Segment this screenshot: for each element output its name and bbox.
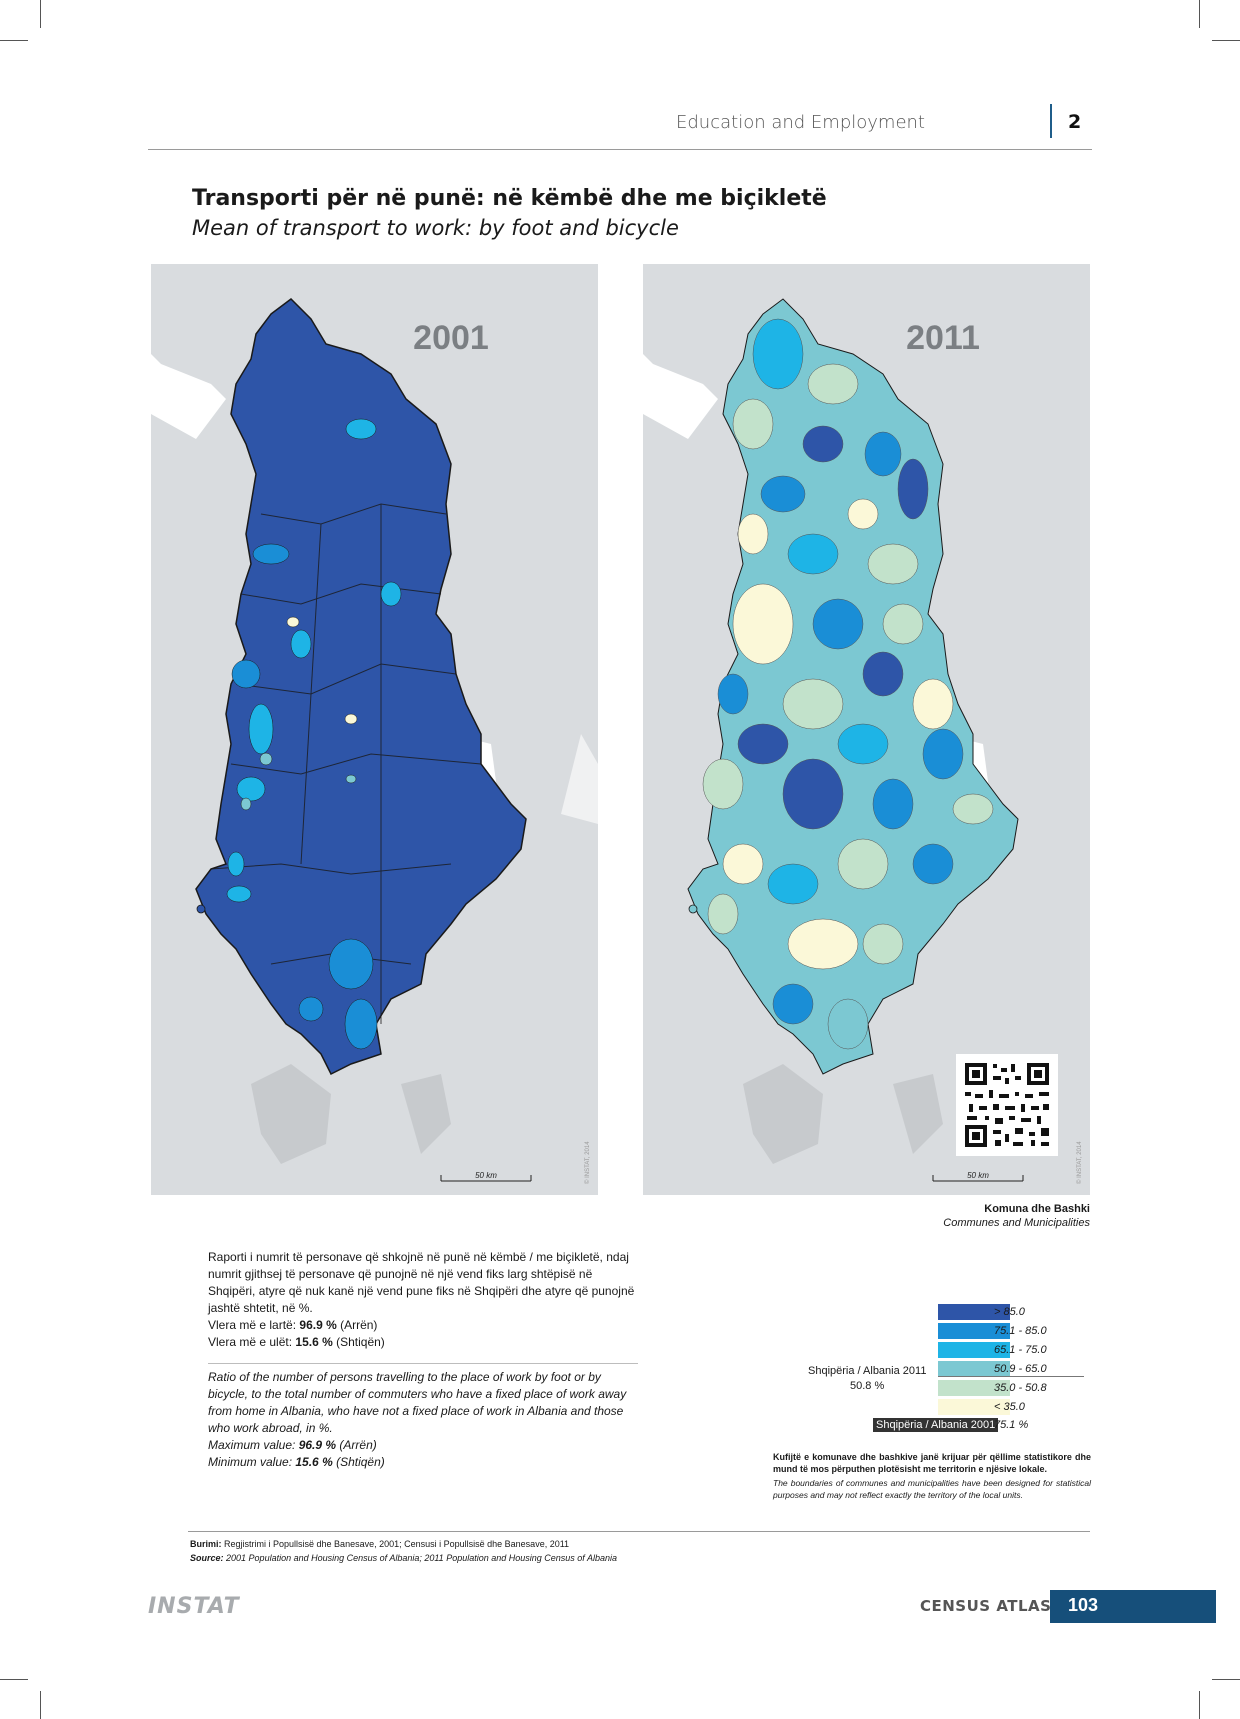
- scale-label-2001: 50 km: [475, 1171, 497, 1180]
- page-number-box: 103: [1050, 1590, 1216, 1623]
- scale-bar: [440, 1175, 532, 1182]
- legend-swatch-0: [938, 1304, 1010, 1320]
- crop-mark: [1212, 1679, 1240, 1680]
- scale-bar: [932, 1175, 1024, 1182]
- legend-label-0: > 85.0: [994, 1306, 1025, 1318]
- admin-caption-english: Communes and Municipalities: [943, 1217, 1090, 1229]
- min-value-english: Minimum value: 15.6 % (Shtiqën): [208, 1455, 385, 1469]
- copyright-2001: © INSTAT, 2014: [584, 1141, 591, 1184]
- footer-title: CENSUS ATLAS: [920, 1597, 1052, 1615]
- description-albanian-text: Raporti i numrit të personave që shkojnë…: [208, 1250, 635, 1315]
- albania-2011-marker: [938, 1376, 1084, 1377]
- albania-2001-label: Shqipëria / Albania 2001: [873, 1418, 999, 1432]
- copyright-2011: © INSTAT, 2014: [1076, 1141, 1083, 1184]
- legend-label-1: 75.1 - 85.0: [994, 1325, 1047, 1337]
- crop-mark: [0, 40, 28, 41]
- crop-mark: [1199, 0, 1200, 28]
- legend-swatch-1: [938, 1323, 1010, 1339]
- legend-label-4: 35.0 - 50.8: [994, 1382, 1047, 1394]
- page-number: 103: [1068, 1595, 1099, 1615]
- scale-label-2011: 50 km: [967, 1171, 989, 1180]
- boundary-note-albanian: Kufijtë e komunave dhe bashkive janë kri…: [773, 1452, 1091, 1474]
- crop-mark: [1212, 40, 1240, 41]
- legend-label-3: 50.9 - 65.0: [994, 1363, 1047, 1375]
- legend-label-5: < 35.0: [994, 1401, 1025, 1413]
- chapter-number: 2: [1068, 111, 1082, 133]
- map-2011: 2011 50 km: [643, 264, 1090, 1195]
- description-english-text: Ratio of the number of persons travellin…: [208, 1370, 627, 1435]
- legend-swatch-4: [938, 1380, 1010, 1396]
- boundary-note-english: The boundaries of communes and municipal…: [773, 1478, 1091, 1500]
- legend-swatch-2: [938, 1342, 1010, 1358]
- header-rule: [148, 149, 1092, 150]
- description-albanian: Raporti i numrit të personave që shkojnë…: [208, 1249, 638, 1351]
- instat-logo: INSTAT: [148, 1594, 240, 1619]
- albania-2011-label: Shqipëria / Albania 2011: [808, 1365, 927, 1377]
- section-title: Education and Employment: [676, 112, 925, 133]
- max-value-english: Maximum value: 96.9 % (Arrën): [208, 1438, 377, 1452]
- legend-label-2: 65.1 - 75.0: [994, 1344, 1047, 1356]
- min-value-albanian: Vlera më e ulët: 15.6 % (Shtiqën): [208, 1335, 385, 1349]
- legend-swatch-3: [938, 1361, 1010, 1377]
- albania-2011-value: 50.8 %: [850, 1380, 885, 1392]
- crop-mark: [0, 1679, 28, 1680]
- map-year-2011: 2011: [906, 319, 980, 357]
- qr-code[interactable]: [956, 1054, 1058, 1156]
- title-albanian: Transporti për në punë: në këmbë dhe me …: [192, 186, 827, 211]
- map-2001-svg: 2001 50 km © INSTAT, 2014: [151, 298, 598, 1184]
- header-divider: [1050, 104, 1052, 138]
- source-english: Source: 2001 Population and Housing Cens…: [190, 1553, 617, 1563]
- footer-rule: [188, 1531, 1090, 1532]
- source-albanian: Burimi: Regjistrimi i Popullsisë dhe Ban…: [190, 1539, 570, 1549]
- map-2011-svg: 2011 50 km: [643, 298, 1083, 1184]
- max-value-albanian: Vlera më e lartë: 96.9 % (Arrën): [208, 1318, 378, 1332]
- legend-swatch-5: [938, 1399, 1010, 1415]
- map-year-2001: 2001: [413, 319, 489, 357]
- albania-2001-value: 75.1 %: [994, 1419, 1029, 1431]
- map-2001: 2001 50 km © INSTAT, 2014: [151, 264, 598, 1195]
- description-divider: [208, 1363, 638, 1364]
- admin-caption-albanian: Komuna dhe Bashki: [984, 1203, 1090, 1215]
- crop-mark: [1199, 1691, 1200, 1719]
- title-english: Mean of transport to work: by foot and b…: [192, 216, 679, 240]
- description-english: Ratio of the number of persons travellin…: [208, 1369, 638, 1471]
- crop-mark: [40, 0, 41, 28]
- crop-mark: [40, 1691, 41, 1719]
